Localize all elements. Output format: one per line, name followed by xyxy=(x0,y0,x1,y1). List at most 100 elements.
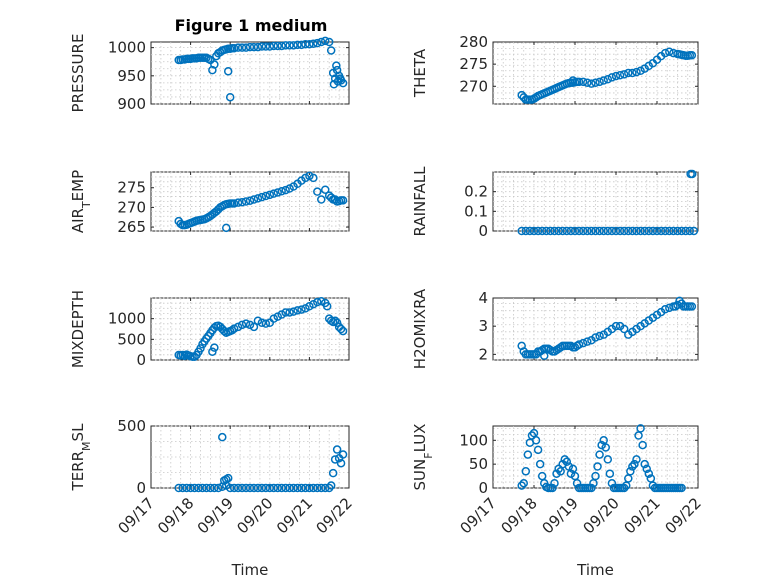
data-point xyxy=(603,226,613,236)
data-point xyxy=(317,37,326,47)
data-point xyxy=(241,197,251,206)
data-point xyxy=(587,483,596,493)
x-tick-label: 09/21 xyxy=(621,494,664,537)
data-point xyxy=(546,226,555,236)
data-point xyxy=(591,471,600,481)
data-point xyxy=(529,226,539,236)
y-tick-label: 0 xyxy=(136,479,146,497)
x-tick-label: 09/17 xyxy=(115,494,158,537)
data-point xyxy=(619,483,629,493)
data-point xyxy=(313,38,322,48)
data-point xyxy=(225,483,235,493)
data-point xyxy=(317,195,326,204)
data-point xyxy=(277,41,286,51)
data-point xyxy=(554,226,563,236)
data-point xyxy=(249,42,259,52)
data-point xyxy=(660,226,670,236)
data-point xyxy=(174,483,183,493)
data-point xyxy=(317,297,326,306)
y-tick-label: 1000 xyxy=(108,39,146,57)
y-tick-label: 0 xyxy=(478,222,488,240)
data-point xyxy=(273,483,282,493)
data-point xyxy=(591,333,600,342)
data-point xyxy=(521,226,531,236)
data-point xyxy=(332,445,342,454)
plot-area xyxy=(150,41,350,105)
data-point xyxy=(648,226,658,236)
data-point xyxy=(332,318,342,328)
data-point xyxy=(313,483,322,493)
data-point xyxy=(607,73,617,82)
data-point xyxy=(257,192,267,202)
data-point xyxy=(182,483,191,493)
data-point xyxy=(632,455,641,464)
data-point xyxy=(313,297,322,307)
data-point xyxy=(550,478,559,488)
data-point xyxy=(603,74,613,84)
data-point xyxy=(218,432,227,442)
data-point xyxy=(677,483,686,493)
data-point xyxy=(525,226,535,236)
data-point xyxy=(221,223,231,233)
y-tick-label: 0.1 xyxy=(464,202,488,220)
data-point xyxy=(562,226,572,236)
y-tick-label: 50 xyxy=(469,455,488,473)
subplot-rainfall: 0 0.10.2 RAINFALL xyxy=(411,166,699,240)
x-tick-label: 09/22 xyxy=(313,494,356,537)
y-tick-label: 900 xyxy=(117,95,146,113)
data-point xyxy=(615,70,625,80)
data-point xyxy=(186,483,195,493)
data-point xyxy=(253,483,263,493)
data-point xyxy=(253,42,263,52)
data-point xyxy=(196,344,205,353)
data-point xyxy=(336,324,346,334)
y-axis-label: THETA xyxy=(411,48,429,98)
data-point xyxy=(277,483,286,493)
data-point xyxy=(269,483,279,493)
data-point xyxy=(595,331,604,341)
x-tick-label: 09/20 xyxy=(580,494,623,537)
data-point xyxy=(644,469,654,478)
data-point xyxy=(178,483,187,493)
data-point xyxy=(669,226,678,236)
data-point xyxy=(249,483,259,493)
data-point xyxy=(285,41,294,50)
data-point xyxy=(233,43,243,52)
data-point xyxy=(591,78,600,87)
y-tick-label: 0 xyxy=(136,351,146,369)
data-point xyxy=(309,39,318,48)
data-point xyxy=(326,46,336,55)
data-point xyxy=(281,41,290,50)
data-point xyxy=(605,469,615,478)
data-point xyxy=(595,450,604,459)
data-point xyxy=(257,318,267,328)
data-point xyxy=(572,478,582,488)
data-point xyxy=(190,483,199,493)
y-tick-label: 500 xyxy=(117,330,146,348)
data-point xyxy=(638,440,647,450)
data-point xyxy=(542,226,551,236)
data-point xyxy=(241,319,251,328)
data-point xyxy=(560,455,569,464)
y-tick-label: 280 xyxy=(459,33,488,51)
x-tick-label: 09/17 xyxy=(457,494,500,537)
data-point xyxy=(245,483,255,493)
data-point xyxy=(293,483,302,493)
y-tick-label: 1000 xyxy=(108,310,146,328)
data-point xyxy=(223,67,233,76)
data-point xyxy=(305,483,314,493)
y-tick-label: 0 xyxy=(478,479,488,497)
y-tick-label: 3 xyxy=(478,317,488,335)
data-point xyxy=(328,468,338,478)
subplot-h2omixra: 2 3 4 H2OMIXRA xyxy=(411,288,699,369)
x-tick-label: 09/19 xyxy=(194,494,237,537)
data-point xyxy=(652,226,662,236)
data-point xyxy=(206,483,215,493)
data-point xyxy=(599,76,608,85)
data-point xyxy=(338,78,348,88)
data-point xyxy=(628,68,637,78)
y-tick-label: 0.2 xyxy=(464,183,488,201)
y-tick-label: 270 xyxy=(117,198,146,216)
